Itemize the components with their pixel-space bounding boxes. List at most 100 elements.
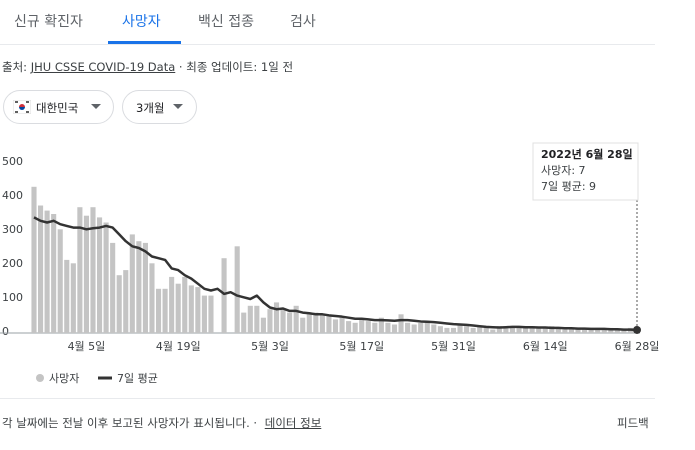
bar [195,287,201,333]
bar [280,309,286,333]
bar [313,312,319,333]
tab[interactable]: 백신 접종 [198,14,254,30]
bar [155,288,162,333]
bar [391,324,398,333]
bar [90,207,96,333]
bar [136,241,142,333]
bar [483,327,489,333]
hover-dot [633,325,641,334]
bar [326,316,332,333]
bar [64,259,70,333]
bar [575,327,581,333]
bar [503,327,509,333]
feedback-link[interactable]: 피드백 [617,416,649,430]
bar [372,322,378,333]
bar [437,326,443,333]
bar [129,234,135,333]
bar [411,324,417,333]
bar [621,329,627,333]
tab-underline [108,41,181,44]
bar [77,207,83,333]
tab[interactable]: 신규 확진자 [14,14,83,30]
bar [221,258,227,333]
bar [490,329,496,333]
bar [536,327,542,333]
source-line: 출처: JHU CSSE COVID-19 Data · 최종 업데이트: 1일… [2,59,293,75]
average-line [33,216,638,332]
bar [83,215,89,333]
footer-link[interactable]: 데이터 정보 [264,416,322,430]
tooltip-line: 사망자: 7 [541,164,586,177]
bar [51,214,57,333]
tab[interactable]: 검사 [290,14,316,30]
x-tick-label: 4월 5일 [68,339,106,353]
bar [346,321,352,333]
x-tick-label: 6월 14일 [523,339,568,353]
tooltip-box [532,142,639,201]
range-select[interactable]: 3개월 [122,90,197,124]
update-info: · 최종 업데이트: 1일 전 [178,60,294,74]
tooltip-date: 2022년 6월 28일 [541,147,633,161]
x-tick-label: 6월 28일 [615,339,660,353]
bar [470,327,476,333]
bar [319,314,325,333]
bar [241,312,247,333]
bar [477,326,483,333]
bar [457,324,463,333]
legend-swatch [36,374,44,382]
bar [57,229,63,333]
bar [123,270,129,333]
bar [418,322,424,333]
source-link[interactable]: JHU CSSE COVID-19 Data [30,60,176,74]
bar [175,283,181,333]
bar [142,242,148,333]
bar [267,309,273,333]
legend-label: 7일 평균 [117,371,158,385]
bar [496,326,502,333]
bar [234,246,240,333]
divider [0,44,655,45]
tooltip-line: 7일 평균: 9 [541,179,596,193]
bar [359,319,365,333]
tab-active[interactable]: 사망자 [122,14,161,30]
bar [339,317,345,333]
x-tick-label: 5월 31일 [431,339,476,353]
bar [273,302,280,333]
y-tick-label: 400 [2,189,23,202]
footer-note: 각 날짜에는 전날 이후 보고된 사망자가 표시됩니다. · 데이터 정보 [2,415,321,431]
bar [405,322,411,333]
bar [208,295,214,333]
select-label: 대한민국 [36,101,79,115]
bar [378,317,384,333]
bar [70,263,76,333]
chart: 2022년 6월 28일 사망자: 7 7일 평균: 9 사망자 7일 평균 0… [0,142,660,385]
bar [424,321,430,333]
x-tick-label: 5월 17일 [339,339,384,353]
bar [110,242,116,333]
bar [260,317,266,333]
bar [188,285,194,333]
bar [398,314,404,333]
bar [509,326,516,333]
bar [444,327,450,333]
bar [450,327,457,333]
y-tick-label: 0 [2,325,9,338]
bar [149,263,155,333]
legend-label: 사망자 [49,372,79,385]
bar [568,327,575,333]
bar [254,305,260,333]
bar [31,186,37,333]
source-prefix: 출처: [2,60,28,74]
bar [96,217,103,333]
dropdown-arrow [173,104,183,109]
bar [44,210,50,333]
bar [352,322,358,333]
x-tick-label: 4월 19일 [156,339,201,353]
bar [523,327,529,333]
y-tick-label: 500 [2,155,23,168]
bar [614,329,620,333]
bar [306,312,312,333]
country-select[interactable]: 대한민국 [3,90,114,124]
bar [287,312,293,333]
